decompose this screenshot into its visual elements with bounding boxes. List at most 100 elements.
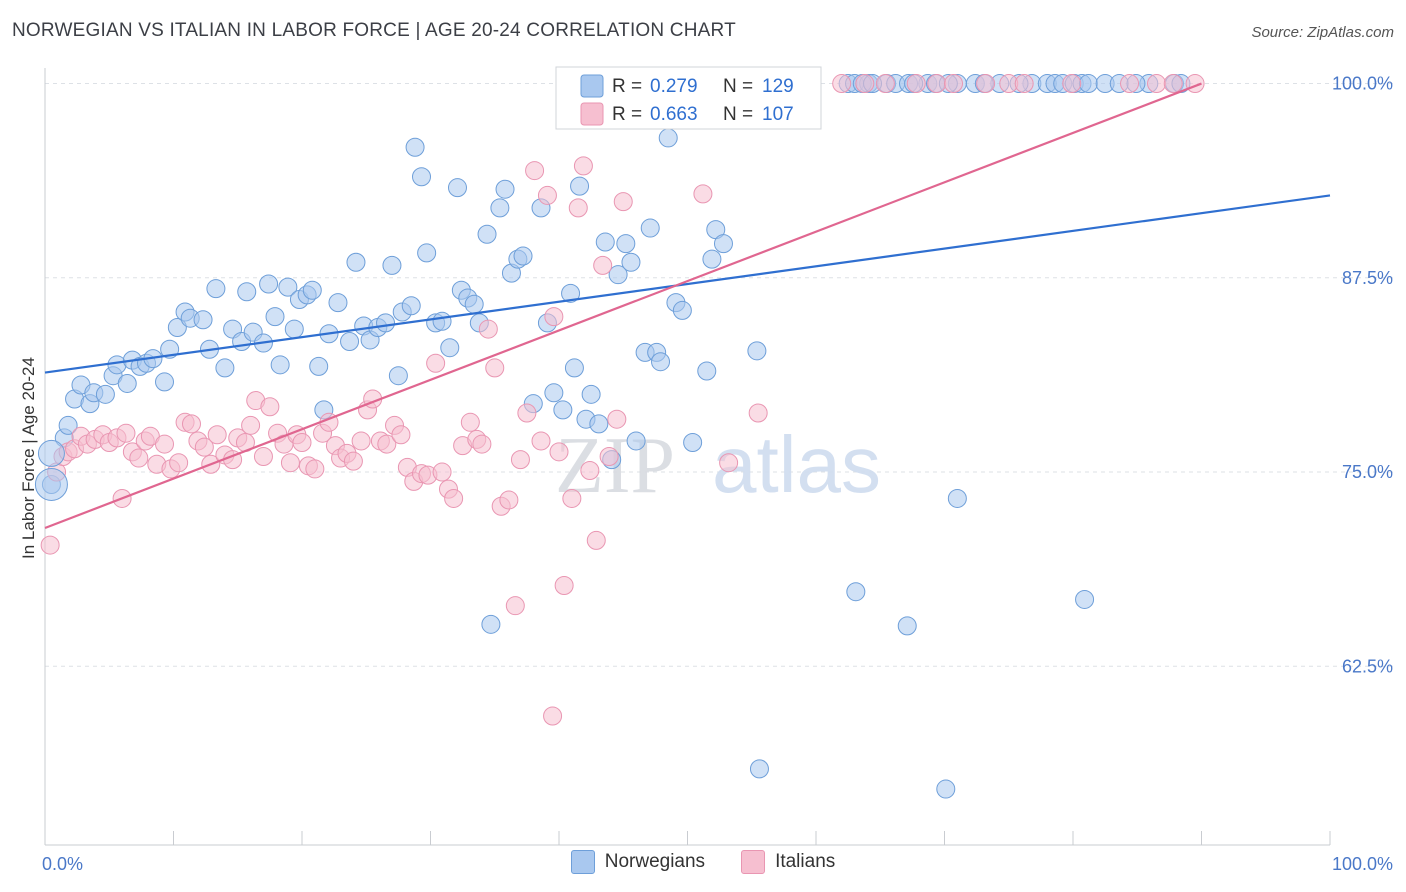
italian-point — [875, 74, 895, 94]
norwegian-point — [947, 488, 967, 508]
norwegian-point — [481, 614, 501, 634]
norwegian-point — [464, 294, 484, 314]
norwegian-point — [936, 779, 956, 799]
italian-point — [280, 453, 300, 473]
watermark: ZIP atlas — [555, 420, 881, 510]
legend-n-value-norwegians: 129 — [762, 76, 794, 97]
norwegian-point — [477, 224, 497, 244]
italian-point — [531, 431, 551, 451]
norwegian-point — [270, 355, 290, 375]
norwegian-point — [651, 352, 671, 372]
norwegian-point — [608, 265, 628, 285]
norwegian-point — [193, 310, 213, 330]
italian-point — [129, 448, 149, 468]
norwegian-point — [447, 178, 467, 198]
norwegian-point — [376, 313, 396, 333]
norwegian-point — [117, 373, 137, 393]
y-tick-label: 87.5% — [1342, 268, 1393, 288]
italian-point — [586, 530, 606, 550]
norwegian-point — [388, 366, 408, 386]
norwegian-point — [265, 307, 285, 327]
italian-point — [1062, 74, 1082, 94]
norwegian-point — [490, 198, 510, 218]
norwegian-point — [626, 431, 646, 451]
italian-point — [554, 575, 574, 595]
norwegian-point — [897, 616, 917, 636]
italian-point — [194, 437, 214, 457]
norwegian-point — [672, 300, 692, 320]
italian-point — [927, 74, 947, 94]
italian-point — [377, 434, 397, 454]
italian-point — [478, 319, 498, 339]
italian-point — [241, 415, 261, 435]
norwegian-point — [405, 137, 425, 157]
italian-point — [537, 185, 557, 205]
legend: R = 0.279 N = 129 R = 0.663 N = 107 — [555, 66, 822, 130]
italian-point — [855, 74, 875, 94]
legend-n-label-italians: N = — [723, 104, 753, 125]
italian-point — [562, 488, 582, 508]
norwegian-point — [658, 128, 678, 148]
norwegian-point — [747, 341, 767, 361]
series-swatch-italians — [741, 850, 766, 874]
italian-point — [544, 307, 564, 327]
norwegian-point — [640, 218, 660, 238]
italian-point — [593, 255, 613, 275]
trendlines — [44, 82, 1331, 530]
norwegian-point — [749, 759, 769, 779]
norwegian-point — [34, 467, 68, 501]
norwegian-point — [206, 279, 226, 299]
italian-point — [1120, 74, 1140, 94]
norwegian-point — [259, 274, 279, 294]
italian-point — [517, 403, 537, 423]
legend-r-label-italians: R = — [612, 104, 642, 125]
norwegian-point — [561, 283, 581, 303]
italian-point — [40, 535, 60, 555]
source-credit: Source: ZipAtlas.com — [1251, 24, 1394, 41]
italian-point — [292, 433, 312, 453]
italian-point — [485, 358, 505, 378]
norwegian-point — [495, 179, 515, 199]
norwegian-point — [167, 318, 187, 338]
italian-point — [976, 74, 996, 94]
norwegian-point — [564, 358, 584, 378]
legend-r-value-italians: 0.663 — [650, 104, 698, 125]
italian-point — [472, 434, 492, 454]
italian-point — [391, 425, 411, 445]
norwegian-point — [302, 280, 322, 300]
legend-r-label-norwegians: R = — [612, 76, 642, 97]
series-legend-item-italians: Italians — [741, 850, 835, 874]
norwegian-point — [432, 311, 452, 331]
norwegian-point — [713, 234, 733, 254]
norwegian-point — [697, 361, 717, 381]
x-tick-label: 0.0% — [42, 854, 83, 874]
norwegian-point — [58, 415, 78, 435]
italian-point — [116, 423, 136, 443]
italian-point — [510, 450, 530, 470]
norwegian-point — [237, 282, 257, 302]
gridlines: 62.5% 75.0% 87.5% 100.0% — [45, 74, 1395, 676]
italian-point — [207, 425, 227, 445]
italian-point — [580, 460, 600, 480]
italian-point — [499, 490, 519, 510]
norwegian-point — [595, 232, 615, 252]
italian-point — [505, 596, 525, 616]
italian-point — [169, 453, 189, 473]
norwegian-point — [513, 246, 533, 266]
italian-point — [343, 451, 363, 471]
italian-point — [426, 353, 446, 373]
italian-point — [253, 447, 273, 466]
data-points — [34, 74, 1205, 799]
norwegian-point — [417, 243, 437, 263]
norwegian-point — [309, 356, 329, 376]
italian-trendline — [44, 82, 1202, 530]
y-tick-label: 75.0% — [1342, 462, 1393, 482]
norwegian-point — [440, 338, 460, 358]
italian-point — [444, 488, 464, 508]
norwegian-point — [544, 383, 564, 403]
norwegian-point — [412, 167, 432, 187]
italian-point — [607, 409, 627, 429]
norwegian-point — [37, 439, 65, 467]
italian-point — [260, 397, 280, 417]
italian-point — [1147, 74, 1167, 94]
